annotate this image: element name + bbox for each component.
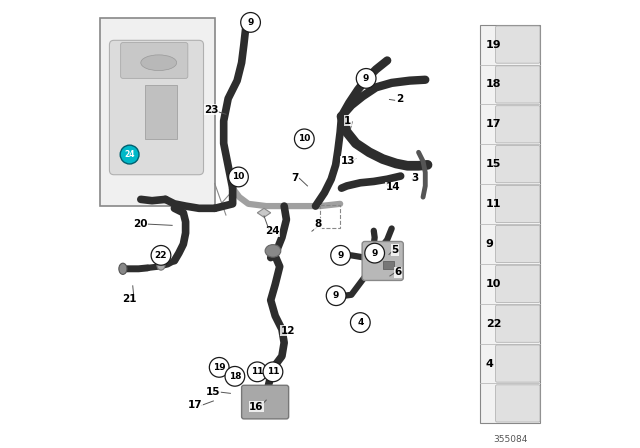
Circle shape [351,313,370,332]
Text: 5: 5 [392,245,399,255]
Circle shape [356,69,376,88]
FancyBboxPatch shape [495,106,540,143]
Text: 24: 24 [124,150,135,159]
FancyBboxPatch shape [480,25,540,423]
FancyBboxPatch shape [495,345,540,382]
Circle shape [225,366,244,386]
Circle shape [241,13,260,32]
Polygon shape [257,208,271,217]
Text: 18: 18 [228,372,241,381]
FancyBboxPatch shape [495,265,540,302]
Circle shape [294,129,314,149]
Circle shape [263,362,283,382]
FancyBboxPatch shape [121,43,188,78]
Text: 17: 17 [188,401,203,410]
Circle shape [228,167,248,187]
Circle shape [151,246,171,265]
FancyBboxPatch shape [495,225,540,263]
Text: 18: 18 [486,79,501,90]
Text: 19: 19 [486,39,501,50]
Ellipse shape [265,245,281,257]
Text: 24: 24 [265,226,280,236]
Circle shape [120,145,139,164]
Text: 8: 8 [314,219,321,229]
FancyBboxPatch shape [109,40,204,175]
Text: 355084: 355084 [493,435,527,444]
FancyBboxPatch shape [100,18,215,206]
FancyBboxPatch shape [242,385,289,419]
Ellipse shape [119,263,127,274]
Text: 4: 4 [486,358,493,369]
Text: 7: 7 [291,173,298,183]
Text: 3: 3 [412,173,419,183]
Text: 9: 9 [248,18,253,27]
Circle shape [365,243,385,263]
Text: 11: 11 [267,367,279,376]
Circle shape [331,246,351,265]
FancyBboxPatch shape [362,241,403,280]
Text: 10: 10 [298,134,310,143]
Text: 11: 11 [486,199,501,209]
Text: 15: 15 [486,159,501,169]
Text: 9: 9 [486,239,493,249]
Ellipse shape [157,260,165,270]
Text: 16: 16 [249,402,264,412]
Text: 23: 23 [204,105,219,115]
FancyBboxPatch shape [495,385,540,422]
Text: 9: 9 [363,74,369,83]
Ellipse shape [141,55,177,71]
Text: 6: 6 [394,267,401,277]
FancyBboxPatch shape [145,85,177,139]
Text: 12: 12 [280,326,295,336]
Text: 15: 15 [206,387,221,397]
Text: 2: 2 [396,95,403,104]
FancyBboxPatch shape [495,146,540,183]
Text: 9: 9 [337,251,344,260]
FancyBboxPatch shape [383,261,394,269]
Text: 20: 20 [132,219,147,229]
Text: 21: 21 [122,294,137,304]
Text: 22: 22 [155,251,167,260]
Text: 4: 4 [357,318,364,327]
FancyBboxPatch shape [495,185,540,223]
FancyBboxPatch shape [495,66,540,103]
FancyBboxPatch shape [495,305,540,342]
Text: 13: 13 [340,156,355,166]
Circle shape [326,286,346,306]
Circle shape [248,362,267,382]
Text: 22: 22 [486,319,501,329]
Text: 11: 11 [251,367,264,376]
Text: 19: 19 [213,363,225,372]
Text: 10: 10 [232,172,244,181]
Text: 14: 14 [386,182,401,192]
Circle shape [209,358,229,377]
Text: 10: 10 [486,279,501,289]
Text: 1: 1 [344,116,351,126]
Text: 17: 17 [486,119,501,129]
Text: 9: 9 [333,291,339,300]
FancyBboxPatch shape [495,26,540,63]
Text: 9: 9 [371,249,378,258]
